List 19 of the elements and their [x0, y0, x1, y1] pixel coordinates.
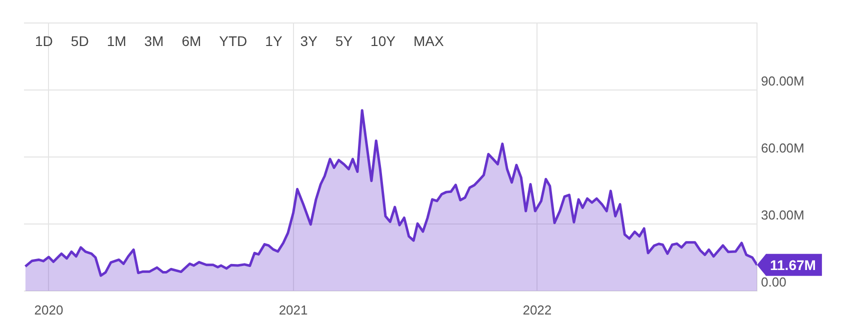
annotation: 3Y [299, 33, 318, 49]
annotation: 1Y [264, 33, 284, 49]
x-tick-label: 2021 [278, 302, 308, 318]
x-tick-label: 2022 [522, 302, 552, 318]
annotation: 5Y [334, 33, 354, 49]
x-tick-label: 2020 [34, 302, 64, 318]
annotation: MAX [412, 33, 445, 49]
annotation: 1M [106, 33, 128, 49]
y-tick-label: 90.00M [761, 74, 804, 89]
annotation: 10Y [370, 33, 396, 49]
annotation: 11.67M [770, 256, 816, 273]
y-tick-label: 60.00M [761, 140, 804, 156]
annotation: 5D [70, 33, 90, 49]
annotation: YTD [218, 33, 248, 49]
y-tick-label: 30.00M [761, 208, 804, 223]
annotation: 1D [34, 33, 54, 49]
y-tick-label: 0.00 [761, 274, 786, 290]
annotation: 3M [143, 33, 165, 49]
annotation: 6M [180, 33, 202, 49]
